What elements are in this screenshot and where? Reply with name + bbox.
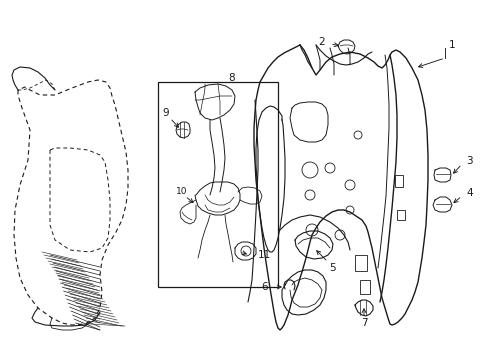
Text: 11: 11	[258, 250, 271, 260]
Bar	[360, 280, 370, 294]
Bar	[355, 255, 367, 271]
Text: 10: 10	[176, 186, 188, 195]
Text: 3: 3	[466, 156, 473, 166]
Text: 5: 5	[329, 263, 335, 273]
Text: 4: 4	[466, 188, 473, 198]
Bar	[397, 210, 405, 220]
Bar	[158, 82, 278, 287]
Text: 9: 9	[163, 108, 170, 118]
Text: 2: 2	[318, 37, 325, 47]
Text: 1: 1	[449, 40, 456, 50]
Text: 8: 8	[229, 73, 235, 83]
Text: 7: 7	[361, 318, 368, 328]
Text: 6: 6	[261, 282, 268, 292]
Bar	[395, 175, 403, 187]
